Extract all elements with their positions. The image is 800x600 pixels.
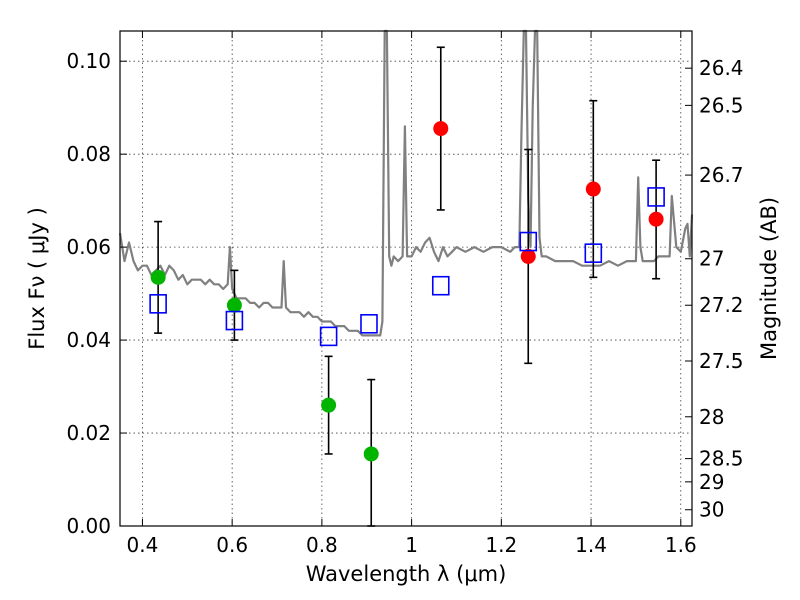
model-square [360, 314, 378, 334]
magnitude-tick-label: 26.7 [699, 163, 744, 187]
data-point [363, 446, 379, 462]
spectrum-line [118, 29, 694, 337]
x-tick-label: 1 [405, 533, 418, 557]
data-point [321, 397, 337, 413]
x-tick-label: 1.4 [575, 533, 607, 557]
model-square [647, 187, 665, 207]
magnitude-tick-label: 27.5 [699, 349, 744, 373]
model-square [149, 294, 167, 314]
model-square [319, 326, 338, 347]
y-tick-label: 0.06 [66, 235, 111, 259]
x-tick-label: 0.8 [306, 533, 338, 557]
y-tick-label: 0.02 [66, 421, 111, 445]
x-axis-title: Wavelength λ (μm) [306, 562, 507, 586]
magnitude-tick-label: 29 [699, 470, 724, 494]
tick-layer: 0.4 0.6 0.8 1 1.2 1.4 1.6 0.00 0.02 0.04 0.06 0.08 0… [66, 31, 744, 557]
magnitude-tick-label: 30 [699, 498, 724, 522]
magnitude-tick-label: 26.4 [699, 56, 744, 80]
model-square [431, 275, 450, 296]
magnitude-tick-label: 28.5 [699, 447, 744, 471]
magnitude-tick-label: 26.5 [699, 93, 744, 117]
model-square [584, 243, 603, 263]
x-tick-label: 0.6 [216, 533, 248, 557]
data-point [648, 211, 664, 227]
y-tick-label: 0.10 [66, 49, 111, 73]
x-tick-label: 0.4 [127, 533, 159, 557]
data-point [226, 297, 242, 313]
x-tick-label: 1.2 [485, 533, 517, 557]
y-tick-label: 0.08 [66, 142, 111, 166]
errorbar-layer [154, 46, 661, 527]
model-square [225, 310, 244, 331]
magnitude-tick-label: 28 [699, 405, 724, 429]
y-tick-label: 0.04 [66, 328, 111, 352]
right-axis-title: Magnitude (AB) [757, 197, 781, 360]
grid-layer [120, 31, 692, 527]
magnitude-tick-label: 27.2 [699, 293, 744, 317]
x-tick-label: 1.6 [665, 533, 697, 557]
marker-layer [149, 121, 665, 462]
data-point [433, 121, 449, 137]
data-point [150, 269, 166, 285]
plot-frame [119, 30, 693, 527]
magnitude-tick-label: 27 [699, 247, 724, 271]
spectrum-layer [118, 29, 694, 337]
y-axis-title: Flux Fν ( μJy ) [25, 207, 49, 350]
data-point [585, 181, 601, 197]
y-tick-label: 0.00 [66, 514, 111, 538]
model-square [519, 231, 538, 252]
data-point [520, 248, 536, 264]
